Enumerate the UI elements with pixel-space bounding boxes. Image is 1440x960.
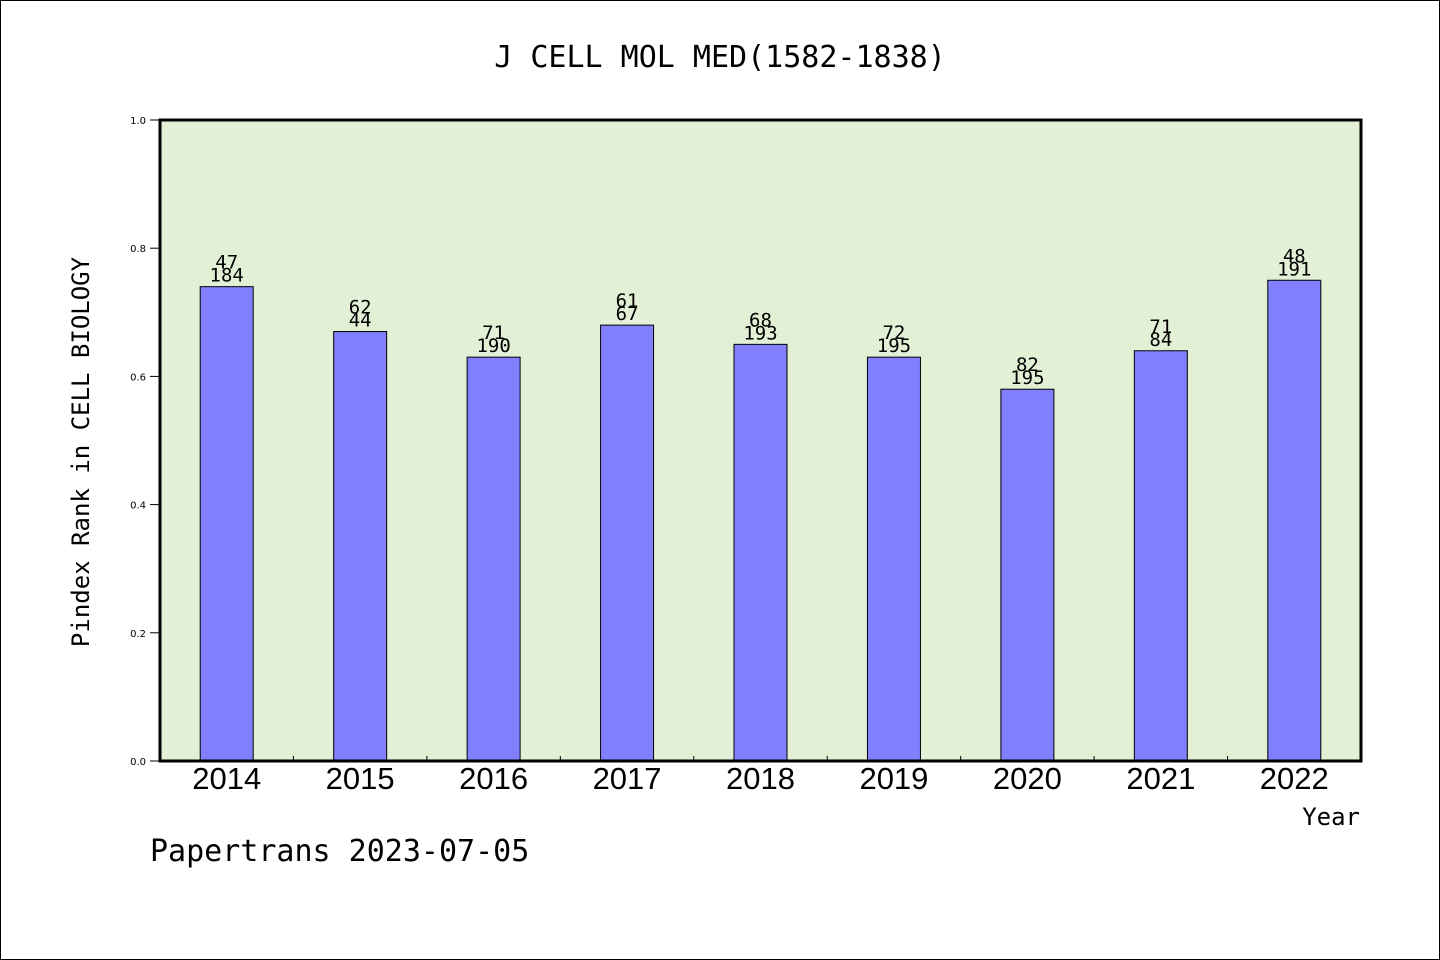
bars-group bbox=[199, 279, 1322, 762]
bar-label-top-2015: 62 bbox=[349, 297, 372, 319]
x-tick-label-2018: 2018 bbox=[726, 761, 795, 796]
bar-label-bottom-2015: 44 bbox=[349, 310, 372, 332]
plot-border bbox=[158, 118, 1363, 763]
bar-2014 bbox=[199, 286, 254, 762]
bar-label-top-2020: 82 bbox=[1016, 354, 1039, 376]
bar-label-top-2019: 72 bbox=[882, 322, 905, 344]
y-tick-label-1.0: 1.0 bbox=[130, 116, 146, 127]
x-tick-label-2017: 2017 bbox=[593, 761, 662, 796]
y-tick-label-0.6: 0.6 bbox=[130, 372, 146, 383]
chart-title: J CELL MOL MED(1582-1838) bbox=[494, 40, 946, 75]
bar-label-bottom-2014: 184 bbox=[210, 265, 244, 287]
y-tick-label-0.8: 0.8 bbox=[130, 244, 146, 255]
x-tick-label-2014: 2014 bbox=[192, 761, 261, 796]
bar-2020 bbox=[1000, 388, 1055, 762]
bar-label-top-2014: 47 bbox=[215, 252, 238, 274]
bar-2022 bbox=[1267, 279, 1322, 762]
bar-label-top-2018: 68 bbox=[749, 309, 772, 331]
bar-2019 bbox=[866, 356, 921, 762]
bar-label-top-2021: 71 bbox=[1149, 316, 1172, 338]
bar-label-bottom-2019: 195 bbox=[877, 335, 911, 357]
x-tick-label-2015: 2015 bbox=[326, 761, 395, 796]
x-tick-label-2020: 2020 bbox=[993, 761, 1062, 796]
bar-2015 bbox=[333, 331, 388, 762]
bar-label-bottom-2016: 190 bbox=[476, 335, 510, 357]
y-axis: 0.0 0.2 0.4 0.6 0.8 1.0 bbox=[130, 116, 160, 768]
bar-label-bottom-2022: 191 bbox=[1277, 258, 1311, 280]
y-tick-label-0.0: 0.0 bbox=[130, 757, 146, 768]
bar-2018 bbox=[733, 343, 788, 762]
x-tick-label-2022: 2022 bbox=[1260, 761, 1329, 796]
x-tick-label-2016: 2016 bbox=[459, 761, 528, 796]
footer-credit: Papertrans 2023-07-05 bbox=[150, 834, 530, 869]
bar-label-bottom-2017: 67 bbox=[616, 303, 639, 325]
bar-label-top-2016: 71 bbox=[482, 322, 505, 344]
x-axis-label: Year bbox=[1302, 803, 1360, 831]
bar-label-bottom-2021: 84 bbox=[1149, 329, 1172, 351]
x-axis: 2014 2015 2016 2017 2018 2019 2020 2021 2022 bbox=[192, 756, 1329, 796]
bar-2017 bbox=[600, 324, 655, 762]
bar-label-top-2022: 48 bbox=[1283, 245, 1306, 267]
bar-2016 bbox=[466, 356, 521, 762]
y-axis-label: Pindex Rank in CELL BIOLOGY bbox=[67, 256, 95, 647]
x-tick-label-2019: 2019 bbox=[859, 761, 928, 796]
bar-label-bottom-2018: 193 bbox=[743, 322, 777, 344]
bar-2021 bbox=[1133, 350, 1188, 762]
bar-label-bottom-2020: 195 bbox=[1010, 367, 1044, 389]
x-tick-label-2021: 2021 bbox=[1126, 761, 1195, 796]
y-tick-label-0.2: 0.2 bbox=[130, 629, 146, 640]
y-tick-label-0.4: 0.4 bbox=[130, 501, 146, 512]
bar-label-top-2017: 61 bbox=[616, 290, 639, 312]
